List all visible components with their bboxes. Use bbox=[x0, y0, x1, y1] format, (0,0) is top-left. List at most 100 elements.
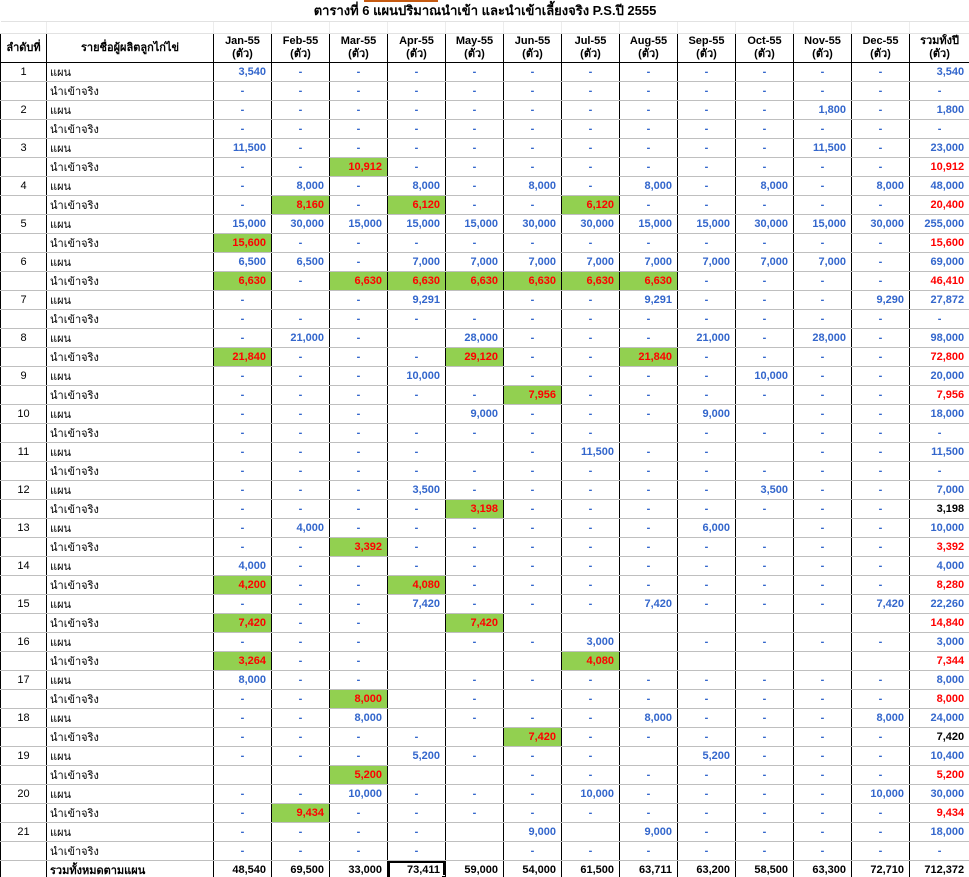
actual-cell[interactable]: - bbox=[677, 727, 736, 747]
summary-cell[interactable]: 63,300 bbox=[793, 860, 852, 877]
actual-cell[interactable]: - bbox=[793, 575, 852, 595]
plan-cell[interactable]: - bbox=[793, 708, 852, 728]
actual-cell[interactable]: - bbox=[387, 233, 446, 253]
actual-cell[interactable]: - bbox=[793, 385, 852, 405]
plan-cell[interactable]: - bbox=[213, 746, 272, 766]
plan-cell[interactable]: 3,000 bbox=[561, 632, 620, 652]
row-number-cell[interactable]: 10 bbox=[0, 404, 47, 424]
empty-cell[interactable] bbox=[46, 21, 214, 34]
actual-cell[interactable] bbox=[445, 841, 504, 861]
row-number-cell[interactable]: 4 bbox=[0, 176, 47, 196]
plan-cell[interactable]: 4,000 bbox=[213, 556, 272, 576]
plan-total-cell[interactable]: 255,000 bbox=[909, 214, 969, 234]
plan-cell[interactable] bbox=[445, 290, 504, 310]
actual-cell[interactable]: - bbox=[619, 157, 678, 177]
plan-cell[interactable]: - bbox=[329, 480, 388, 500]
actual-label-cell[interactable]: นำเข้าจริง bbox=[46, 765, 214, 785]
actual-cell[interactable]: - bbox=[387, 537, 446, 557]
plan-cell[interactable]: - bbox=[503, 594, 562, 614]
plan-cell[interactable]: - bbox=[445, 480, 504, 500]
plan-cell[interactable]: - bbox=[503, 442, 562, 462]
actual-cell[interactable]: - bbox=[735, 271, 794, 291]
plan-cell[interactable]: - bbox=[735, 632, 794, 652]
plan-cell[interactable]: - bbox=[735, 556, 794, 576]
plan-cell[interactable]: 9,000 bbox=[677, 404, 736, 424]
plan-label-cell[interactable]: แผน bbox=[46, 556, 214, 576]
plan-total-cell[interactable]: 3,000 bbox=[909, 632, 969, 652]
plan-cell[interactable]: - bbox=[677, 138, 736, 158]
actual-cell[interactable]: - bbox=[735, 727, 794, 747]
actual-cell[interactable]: - bbox=[619, 309, 678, 329]
actual-highlight-cell[interactable]: 5,200 bbox=[329, 765, 388, 785]
actual-cell[interactable]: - bbox=[329, 499, 388, 519]
actual-cell[interactable]: - bbox=[677, 423, 736, 443]
actual-cell[interactable]: - bbox=[213, 727, 272, 747]
row-number-cell[interactable] bbox=[0, 537, 47, 557]
row-number-cell[interactable]: 6 bbox=[0, 252, 47, 272]
actual-cell[interactable]: - bbox=[213, 461, 272, 481]
row-number-cell[interactable]: 11 bbox=[0, 442, 47, 462]
summary-cell[interactable]: 59,000 bbox=[445, 860, 504, 877]
row-number-cell[interactable] bbox=[0, 157, 47, 177]
actual-cell[interactable] bbox=[677, 613, 736, 633]
actual-cell[interactable]: - bbox=[503, 461, 562, 481]
summary-cell[interactable]: 54,000 bbox=[503, 860, 562, 877]
actual-cell[interactable]: - bbox=[271, 233, 330, 253]
plan-total-cell[interactable]: 69,000 bbox=[909, 252, 969, 272]
plan-cell[interactable]: - bbox=[329, 442, 388, 462]
actual-cell[interactable] bbox=[619, 651, 678, 671]
actual-cell[interactable]: - bbox=[851, 841, 910, 861]
actual-cell[interactable]: - bbox=[793, 271, 852, 291]
actual-cell[interactable]: - bbox=[851, 765, 910, 785]
plan-total-cell[interactable]: 10,000 bbox=[909, 518, 969, 538]
plan-cell[interactable]: - bbox=[735, 822, 794, 842]
plan-cell[interactable]: - bbox=[271, 404, 330, 424]
actual-highlight-cell[interactable]: 9,434 bbox=[271, 803, 330, 823]
summary-label-cell[interactable]: รวมทั้งหมดตามแผน bbox=[46, 860, 214, 877]
plan-cell[interactable]: - bbox=[735, 100, 794, 120]
plan-cell[interactable]: 6,000 bbox=[677, 518, 736, 538]
actual-cell[interactable]: - bbox=[271, 385, 330, 405]
actual-cell[interactable] bbox=[851, 613, 910, 633]
plan-total-cell[interactable]: 27,872 bbox=[909, 290, 969, 310]
plan-cell[interactable]: - bbox=[851, 138, 910, 158]
plan-cell[interactable]: - bbox=[329, 176, 388, 196]
actual-cell[interactable]: - bbox=[851, 727, 910, 747]
actual-total-cell[interactable]: 8,000 bbox=[909, 689, 969, 709]
actual-total-cell[interactable]: 72,800 bbox=[909, 347, 969, 367]
plan-cell[interactable]: - bbox=[503, 100, 562, 120]
plan-cell[interactable]: - bbox=[503, 556, 562, 576]
actual-cell[interactable]: - bbox=[561, 233, 620, 253]
empty-cell[interactable] bbox=[909, 21, 969, 34]
actual-cell[interactable]: - bbox=[851, 347, 910, 367]
row-number-cell[interactable] bbox=[0, 575, 47, 595]
actual-cell[interactable]: - bbox=[561, 803, 620, 823]
actual-cell[interactable]: - bbox=[677, 765, 736, 785]
actual-cell[interactable]: - bbox=[271, 575, 330, 595]
plan-cell[interactable]: - bbox=[329, 556, 388, 576]
actual-cell[interactable]: - bbox=[213, 385, 272, 405]
actual-cell[interactable]: - bbox=[503, 81, 562, 101]
summary-cell[interactable]: 33,000 bbox=[329, 860, 388, 877]
plan-cell[interactable]: - bbox=[677, 822, 736, 842]
actual-highlight-cell[interactable]: 6,630 bbox=[445, 271, 504, 291]
plan-cell[interactable]: 30,000 bbox=[735, 214, 794, 234]
plan-cell[interactable]: 30,000 bbox=[503, 214, 562, 234]
row-number-cell[interactable]: 7 bbox=[0, 290, 47, 310]
plan-cell[interactable]: - bbox=[329, 518, 388, 538]
actual-cell[interactable]: - bbox=[329, 309, 388, 329]
actual-cell[interactable]: - bbox=[387, 499, 446, 519]
plan-cell[interactable]: 9,000 bbox=[445, 404, 504, 424]
plan-cell[interactable] bbox=[387, 632, 446, 652]
actual-cell[interactable]: - bbox=[561, 309, 620, 329]
order-column-header[interactable]: ลำดับที่ bbox=[0, 33, 47, 63]
actual-cell[interactable]: - bbox=[271, 81, 330, 101]
plan-cell[interactable]: 7,000 bbox=[677, 252, 736, 272]
actual-highlight-cell[interactable]: 7,420 bbox=[445, 613, 504, 633]
plan-cell[interactable]: - bbox=[677, 100, 736, 120]
plan-label-cell[interactable]: แผน bbox=[46, 62, 214, 82]
plan-cell[interactable]: - bbox=[445, 100, 504, 120]
actual-cell[interactable]: - bbox=[793, 537, 852, 557]
actual-cell[interactable]: - bbox=[619, 803, 678, 823]
actual-cell[interactable]: - bbox=[445, 195, 504, 215]
